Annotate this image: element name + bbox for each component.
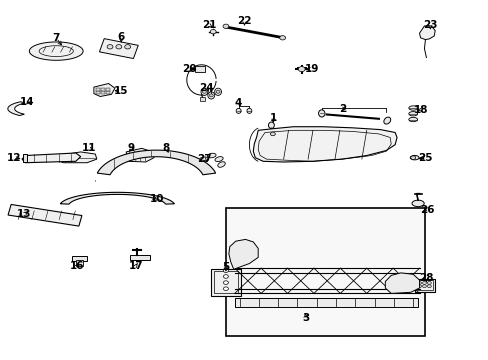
Text: 9: 9 (127, 143, 134, 153)
Circle shape (107, 45, 113, 49)
Ellipse shape (236, 108, 241, 113)
Bar (105, 91, 109, 94)
Bar (96, 91, 100, 94)
Ellipse shape (246, 108, 251, 113)
Circle shape (223, 287, 228, 291)
Bar (416, 280, 432, 290)
Bar (101, 88, 104, 91)
Polygon shape (8, 102, 25, 116)
Circle shape (202, 90, 206, 93)
Text: 21: 21 (202, 20, 216, 30)
Text: 13: 13 (17, 209, 32, 219)
Circle shape (422, 285, 426, 288)
Polygon shape (29, 42, 83, 60)
Text: 23: 23 (422, 20, 437, 30)
Bar (200, 97, 205, 101)
Bar (76, 260, 82, 266)
Text: 5: 5 (222, 262, 229, 272)
Text: 17: 17 (128, 261, 143, 271)
Circle shape (417, 285, 421, 288)
Ellipse shape (408, 112, 417, 116)
Text: 4: 4 (234, 98, 242, 108)
Circle shape (124, 45, 130, 49)
Circle shape (410, 156, 415, 159)
Circle shape (116, 45, 122, 49)
Circle shape (209, 94, 213, 97)
Bar (129, 255, 150, 260)
Circle shape (270, 132, 275, 136)
Ellipse shape (200, 157, 208, 161)
Circle shape (422, 282, 426, 284)
Text: 6: 6 (118, 32, 124, 42)
Circle shape (417, 282, 421, 284)
Text: 15: 15 (114, 86, 128, 96)
Text: 26: 26 (420, 204, 434, 215)
Text: 7: 7 (52, 33, 60, 43)
Ellipse shape (408, 117, 417, 122)
Text: 19: 19 (304, 64, 319, 74)
Polygon shape (56, 152, 97, 163)
Text: 11: 11 (81, 143, 96, 153)
Circle shape (223, 281, 228, 284)
Circle shape (427, 282, 430, 284)
Polygon shape (8, 204, 82, 226)
Ellipse shape (408, 106, 417, 110)
Polygon shape (22, 153, 81, 163)
Bar (72, 256, 87, 261)
Text: 1: 1 (270, 113, 277, 123)
Polygon shape (385, 273, 419, 293)
Bar (414, 279, 434, 292)
Bar (96, 88, 100, 91)
Ellipse shape (215, 157, 223, 162)
Text: 20: 20 (182, 64, 197, 74)
Ellipse shape (217, 162, 225, 167)
Bar (101, 91, 104, 94)
Circle shape (279, 36, 285, 40)
Ellipse shape (409, 156, 418, 160)
Polygon shape (99, 39, 138, 59)
Ellipse shape (318, 110, 324, 117)
Polygon shape (126, 148, 154, 162)
Ellipse shape (207, 153, 216, 158)
Circle shape (298, 67, 305, 72)
Ellipse shape (214, 88, 221, 95)
Polygon shape (60, 192, 174, 204)
Ellipse shape (268, 122, 274, 129)
Text: 28: 28 (418, 273, 433, 283)
Text: 10: 10 (150, 194, 164, 204)
Text: 18: 18 (413, 105, 428, 115)
Circle shape (216, 90, 220, 93)
Ellipse shape (411, 200, 424, 207)
Circle shape (223, 269, 228, 273)
Bar (23, 154, 27, 162)
Bar (211, 269, 240, 296)
Polygon shape (228, 239, 258, 269)
Circle shape (210, 30, 216, 34)
Ellipse shape (201, 88, 207, 95)
Bar (234, 298, 417, 307)
Circle shape (223, 275, 228, 278)
Text: 25: 25 (417, 153, 432, 163)
Text: 2: 2 (338, 104, 345, 114)
Ellipse shape (207, 92, 214, 99)
Polygon shape (94, 84, 115, 96)
Circle shape (223, 24, 228, 28)
Polygon shape (253, 127, 396, 162)
Text: 22: 22 (237, 16, 251, 26)
Text: 24: 24 (199, 83, 214, 93)
Text: 27: 27 (197, 154, 211, 164)
Text: 3: 3 (302, 312, 308, 323)
Bar (194, 66, 205, 72)
Text: 8: 8 (163, 143, 169, 153)
Bar (214, 271, 237, 293)
Bar (105, 88, 109, 91)
Bar (225, 208, 425, 336)
Text: 12: 12 (6, 153, 21, 163)
Polygon shape (419, 26, 434, 40)
Text: 14: 14 (20, 96, 34, 107)
Circle shape (427, 285, 430, 288)
Text: 16: 16 (70, 261, 84, 271)
Polygon shape (97, 150, 215, 175)
Ellipse shape (383, 117, 390, 124)
